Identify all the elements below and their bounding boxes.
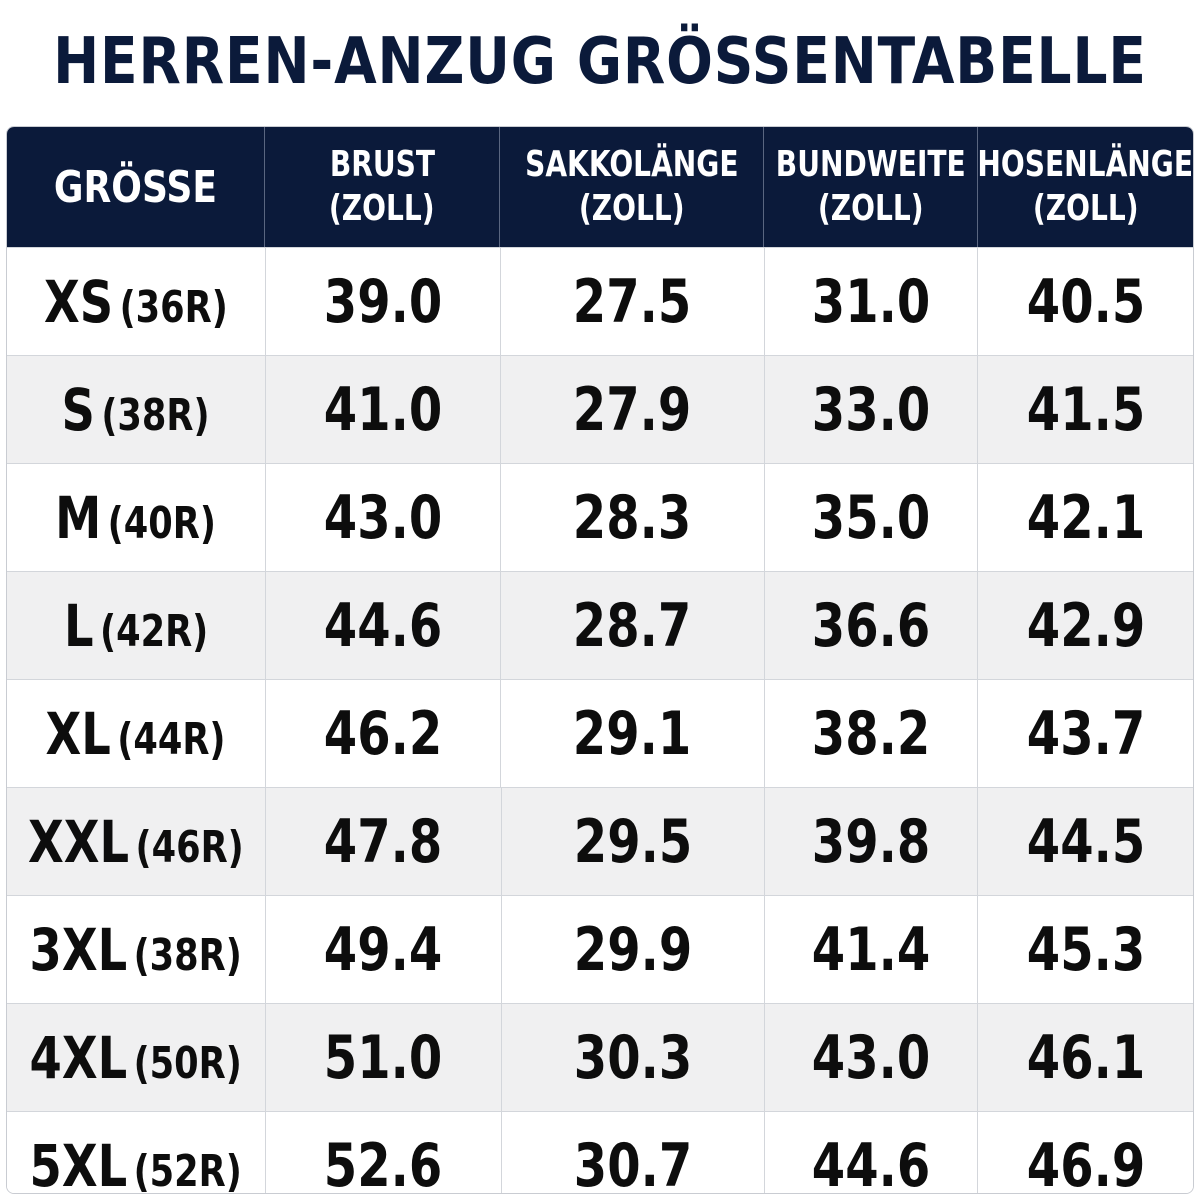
- waist-value: 38.2: [763, 680, 978, 787]
- chest-value: 39.0: [264, 248, 501, 355]
- trouser-length-value: 44.5: [977, 788, 1193, 895]
- jacket-length-value: 28.7: [500, 572, 764, 679]
- size-table: GRÖSSE BRUST (ZOLL) SAKKOLÄNGE (ZOLL) BU…: [6, 126, 1194, 1194]
- table-row: XS (36R) 39.0 27.5 31.0 40.5: [7, 247, 1193, 355]
- jacket-length-value: 29.1: [500, 680, 764, 787]
- size-cell: XXL (46R): [7, 788, 265, 895]
- trouser-length-value: 46.1: [977, 1004, 1193, 1111]
- header-chest-label: BRUST: [329, 144, 435, 185]
- jacket-length-value: 29.9: [500, 896, 764, 1003]
- size-label: XS: [43, 267, 114, 336]
- header-chest-unit: (ZOLL): [329, 188, 435, 229]
- jacket-length-value: 29.5: [500, 788, 764, 895]
- trouser-length-value: 40.5: [977, 248, 1193, 355]
- header-trouser-length-unit: (ZOLL): [1032, 188, 1139, 229]
- size-cell: L (42R): [7, 572, 265, 679]
- size-cell: 3XL (38R): [7, 896, 265, 1003]
- size-code: (52R): [133, 1145, 243, 1194]
- jacket-length-value: 27.9: [500, 356, 764, 463]
- size-cell: M (40R): [7, 464, 265, 571]
- header-waist: BUNDWEITE (ZOLL): [763, 127, 977, 247]
- trouser-length-value: 46.9: [977, 1112, 1193, 1193]
- size-code: (44R): [117, 713, 226, 765]
- waist-value: 36.6: [763, 572, 978, 679]
- size-label: 4XL: [29, 1023, 128, 1092]
- header-waist-label: BUNDWEITE: [775, 144, 966, 185]
- chest-value: 41.0: [264, 356, 501, 463]
- jacket-length-value: 28.3: [500, 464, 764, 571]
- trouser-length-value: 42.9: [977, 572, 1193, 679]
- header-jacket-length: SAKKOLÄNGE (ZOLL): [499, 127, 763, 247]
- size-label: M: [55, 483, 102, 552]
- size-label: 3XL: [29, 915, 128, 984]
- size-cell: 4XL (50R): [7, 1004, 265, 1111]
- size-label: L: [63, 591, 94, 660]
- table-row: S (38R) 41.0 27.9 33.0 41.5: [7, 355, 1193, 463]
- waist-value: 35.0: [763, 464, 978, 571]
- header-waist-unit: (ZOLL): [817, 188, 924, 229]
- table-row: 4XL (50R) 51.0 30.3 43.0 46.1: [7, 1003, 1193, 1111]
- waist-value: 33.0: [763, 356, 978, 463]
- size-code: (42R): [99, 605, 208, 657]
- chest-value: 49.4: [265, 896, 501, 1003]
- trouser-length-value: 43.7: [977, 680, 1193, 787]
- waist-value: 39.8: [763, 788, 978, 895]
- header-trouser-length: HOSENLÄNGE (ZOLL): [977, 127, 1193, 247]
- size-label: XXL: [28, 807, 130, 876]
- table-row: M (40R) 43.0 28.3 35.0 42.1: [7, 463, 1193, 571]
- table-header-row: GRÖSSE BRUST (ZOLL) SAKKOLÄNGE (ZOLL) BU…: [7, 127, 1193, 247]
- trouser-length-value: 41.5: [977, 356, 1193, 463]
- size-cell: XL (44R): [7, 680, 265, 787]
- size-cell: XS (36R): [7, 248, 265, 355]
- size-code: (50R): [133, 1037, 243, 1089]
- chest-value: 43.0: [264, 464, 501, 571]
- chest-value: 52.6: [265, 1112, 501, 1193]
- header-jacket-length-unit: (ZOLL): [578, 188, 685, 229]
- size-code: (46R): [135, 821, 244, 873]
- table-row: 5XL (52R) 52.6 30.7 44.6 46.9: [7, 1111, 1193, 1194]
- header-size-label: GRÖSSE: [53, 161, 218, 213]
- waist-value: 31.0: [763, 248, 978, 355]
- header-chest: BRUST (ZOLL): [263, 127, 499, 247]
- table-row: XXL (46R) 47.8 29.5 39.8 44.5: [7, 787, 1193, 895]
- page-title: HERREN-ANZUG GRÖSSENTABELLE: [53, 25, 1147, 99]
- trouser-length-value: 45.3: [977, 896, 1193, 1003]
- size-cell: 5XL (52R): [7, 1112, 265, 1194]
- table-row: XL (44R) 46.2 29.1 38.2 43.7: [7, 679, 1193, 787]
- size-label: XL: [45, 699, 112, 768]
- table-row: 3XL (38R) 49.4 29.9 41.4 45.3: [7, 895, 1193, 1003]
- size-code: (38R): [133, 929, 243, 981]
- header-trouser-length-label: HOSENLÄNGE: [977, 144, 1194, 185]
- trouser-length-value: 42.1: [977, 464, 1193, 571]
- chest-value: 46.2: [264, 680, 501, 787]
- size-label: S: [61, 375, 96, 444]
- size-code: (36R): [119, 281, 228, 333]
- chest-value: 47.8: [265, 788, 501, 895]
- jacket-length-value: 27.5: [500, 248, 764, 355]
- waist-value: 43.0: [763, 1004, 978, 1111]
- jacket-length-value: 30.7: [500, 1112, 764, 1193]
- size-code: (38R): [101, 389, 210, 441]
- chest-value: 51.0: [265, 1004, 501, 1111]
- header-jacket-length-label: SAKKOLÄNGE: [524, 144, 739, 185]
- waist-value: 44.6: [763, 1112, 978, 1193]
- header-size: GRÖSSE: [7, 127, 264, 247]
- waist-value: 41.4: [763, 896, 978, 1003]
- table-row: L (42R) 44.6 28.7 36.6 42.9: [7, 571, 1193, 679]
- jacket-length-value: 30.3: [500, 1004, 764, 1111]
- size-code: (40R): [107, 497, 217, 549]
- chest-value: 44.6: [264, 572, 501, 679]
- size-label: 5XL: [29, 1131, 128, 1194]
- size-cell: S (38R): [7, 356, 265, 463]
